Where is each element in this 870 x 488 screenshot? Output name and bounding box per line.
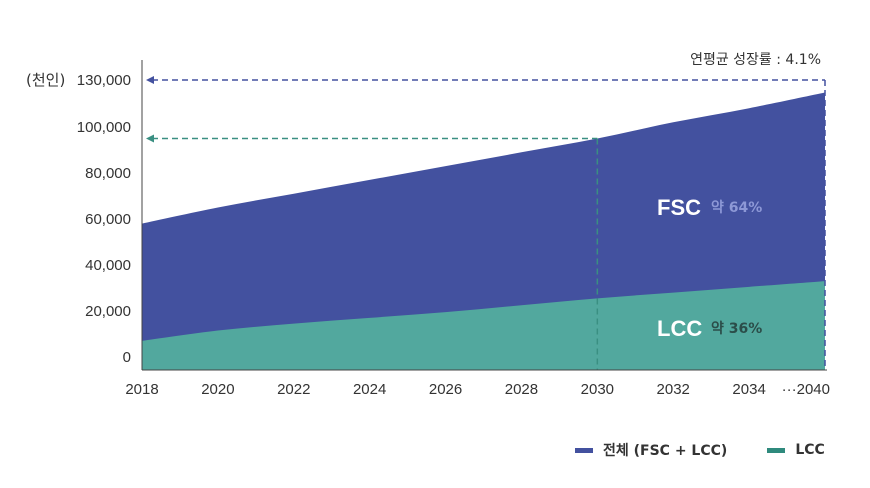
y-tick-label: 80,000	[85, 165, 131, 182]
y-tick-label: 60,000	[85, 211, 131, 228]
lcc-share-label: 약 36%	[711, 320, 762, 337]
ref-arrow-total	[146, 76, 154, 84]
legend-label-lcc: LCC	[795, 442, 825, 458]
y-tick-label: 130,000	[77, 72, 131, 89]
legend-label-total: 전체 (FSC + LCC)	[603, 443, 728, 459]
x-tick-label: 2032	[657, 381, 690, 398]
area-lcc	[142, 281, 825, 370]
legend-swatch-lcc	[767, 447, 786, 453]
x-tick-label: ···2040	[782, 381, 830, 398]
x-tick-label: 2020	[201, 381, 234, 398]
fsc-area-label: FSC	[657, 195, 701, 220]
x-tick-label: 2018	[125, 381, 158, 398]
y-tick-label: 20,000	[85, 303, 131, 320]
legend-swatch-total	[575, 447, 593, 453]
x-tick-label: 2026	[429, 381, 462, 398]
legend-item-lcc: LCC	[767, 440, 825, 460]
y-tick-label: 40,000	[85, 257, 131, 274]
growth-rate-note: 연평균 성장률 : 4.1%	[690, 52, 821, 68]
fsc-share-label: 약 64%	[711, 199, 762, 216]
x-tick-label: 2024	[353, 381, 386, 398]
ref-arrow-lcc	[146, 134, 154, 143]
lcc-area-label: LCC	[657, 316, 702, 341]
legend-item-total: 전체 (FSC + LCC)	[575, 440, 727, 460]
y-tick-label: 100,000	[77, 119, 131, 136]
x-tick-label: 2030	[581, 381, 614, 398]
y-unit-label: (천인)	[26, 71, 65, 89]
x-tick-label: 2028	[505, 381, 538, 398]
legend: 전체 (FSC + LCC) LCC	[575, 440, 825, 460]
x-tick-label: 2022	[277, 381, 310, 398]
y-tick-label: 0	[123, 349, 131, 366]
x-tick-label: 2034	[732, 381, 765, 398]
